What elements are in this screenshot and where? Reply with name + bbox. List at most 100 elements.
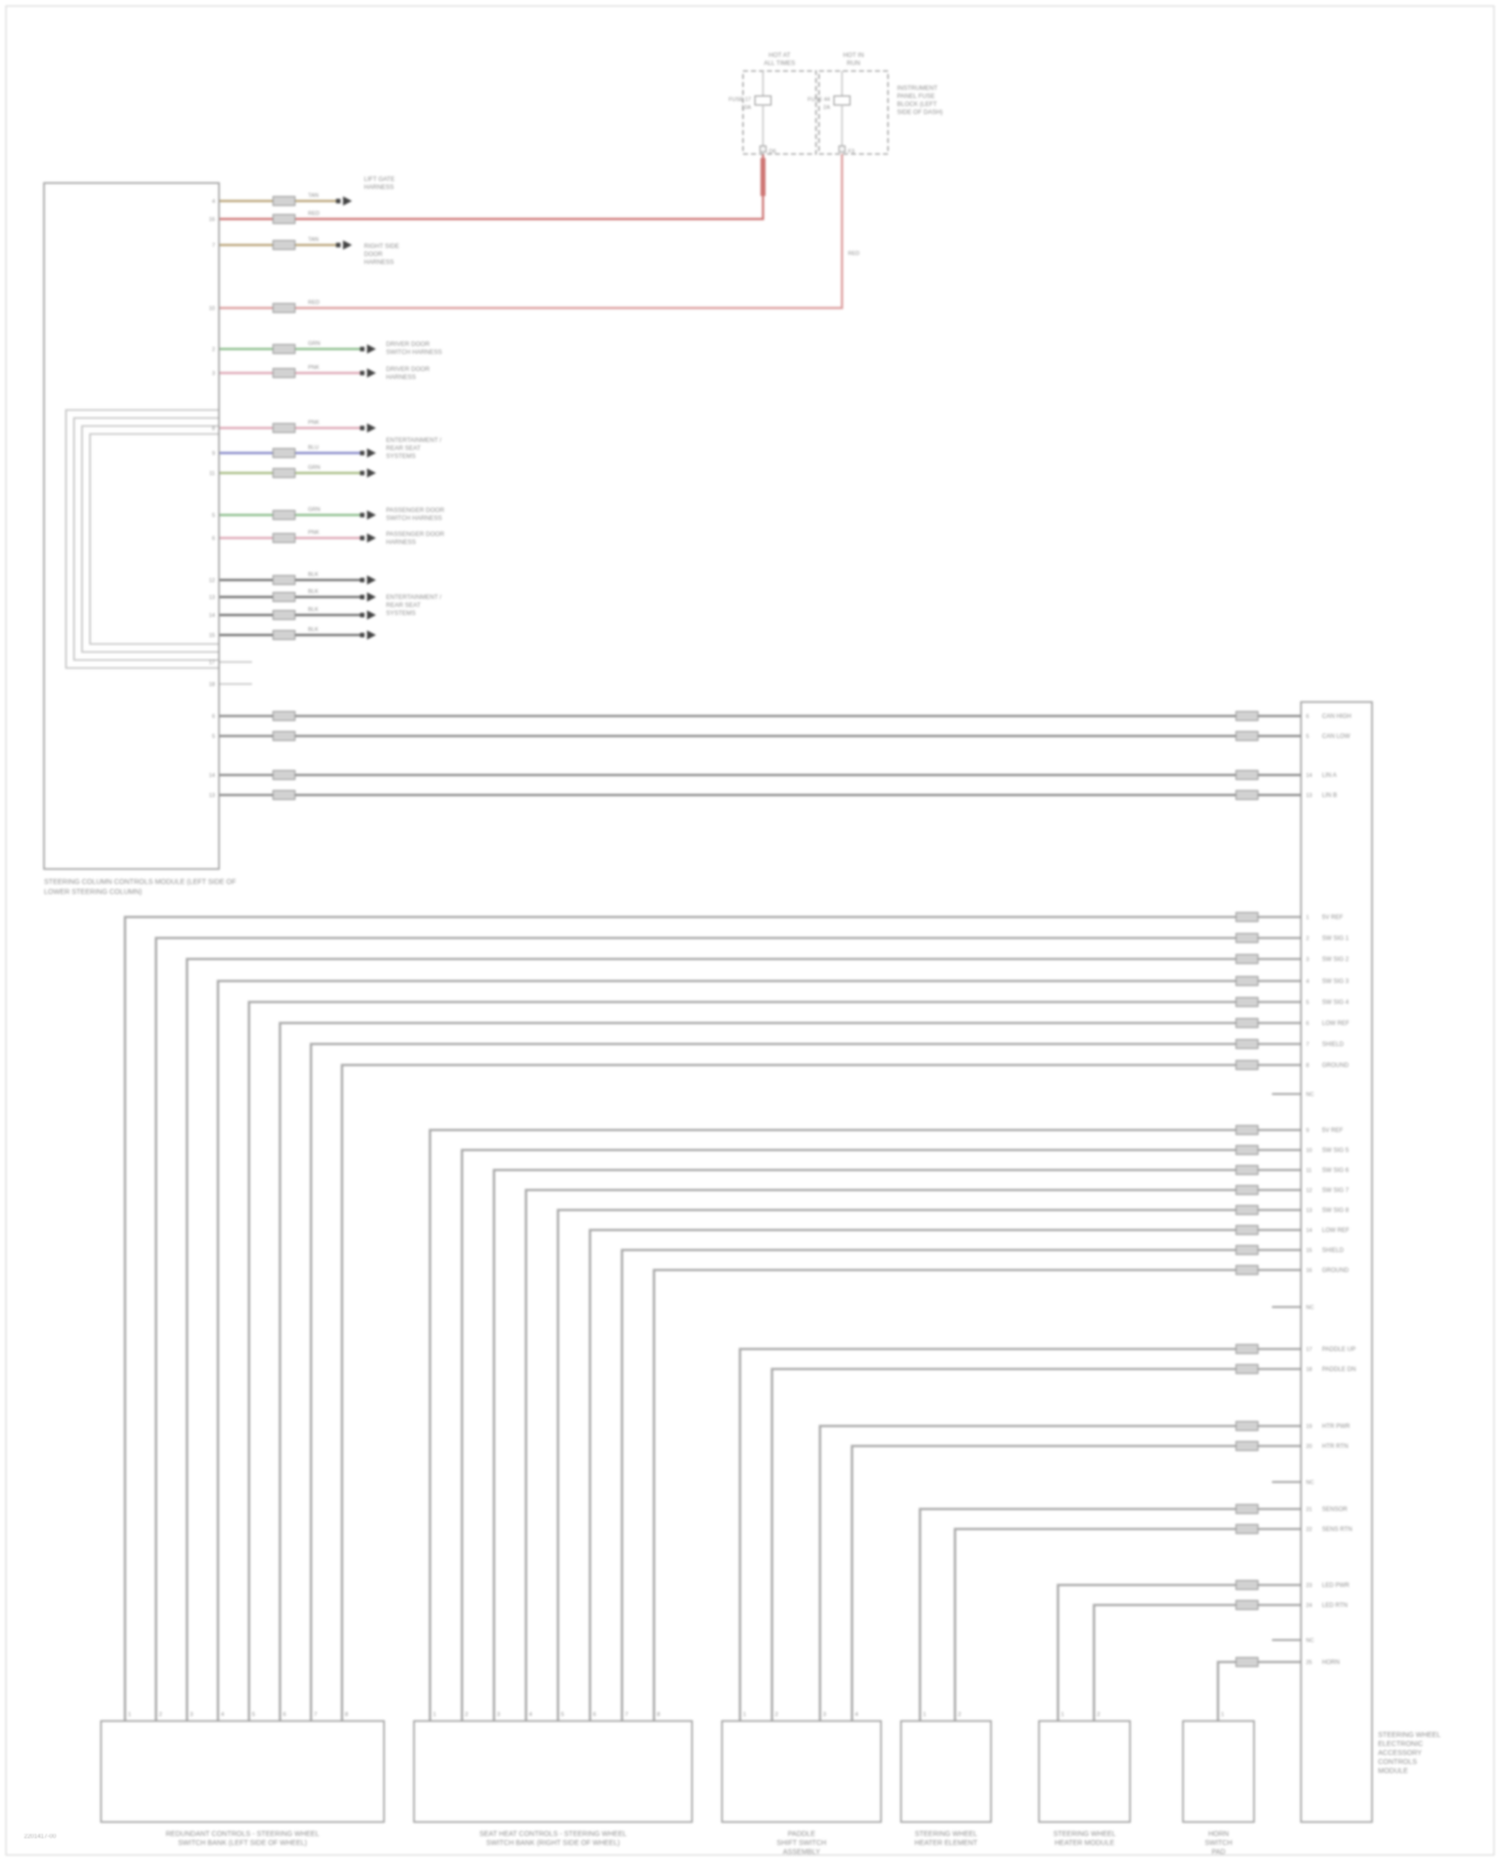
module-label: STEERING COLUMN CONTROLS MODULE (LEFT SI… bbox=[44, 879, 236, 886]
pin-label: 7 bbox=[625, 1712, 628, 1718]
harness-label: LIFT GATE bbox=[364, 176, 395, 183]
component-box bbox=[413, 1720, 693, 1823]
arrow-icon bbox=[367, 468, 376, 478]
signal-label: SW SIG 8 bbox=[1322, 1208, 1349, 1214]
shield-wire bbox=[65, 409, 219, 669]
inline-connector bbox=[272, 592, 296, 602]
pin-label: 18 bbox=[209, 682, 215, 688]
pin-square bbox=[759, 145, 767, 153]
pin-square bbox=[838, 145, 846, 153]
signal-label: LIN B bbox=[1322, 793, 1337, 799]
pin-label: 21 bbox=[1306, 1507, 1312, 1513]
inline-connector bbox=[1235, 1205, 1259, 1215]
pin-label: 7 bbox=[314, 1712, 317, 1718]
pin-label: 20 bbox=[1306, 1444, 1312, 1450]
wire-code: GRN bbox=[308, 507, 320, 513]
fuse-icon bbox=[833, 95, 851, 106]
harness-label: ENTERTAINMENT / bbox=[386, 437, 442, 444]
wire-code: RED bbox=[848, 251, 860, 257]
pin-label: 1 bbox=[923, 1712, 926, 1718]
pin-label: 2 bbox=[1097, 1712, 1100, 1718]
inline-connector bbox=[1235, 954, 1259, 964]
signal-wire bbox=[309, 1042, 1301, 1721]
harness-label: DOOR bbox=[364, 251, 383, 258]
pin-label: 3 bbox=[497, 1712, 500, 1718]
signal-label: LIN A bbox=[1322, 773, 1337, 779]
pin-label: 14 bbox=[1306, 773, 1312, 779]
signal-wire bbox=[428, 1128, 1301, 1721]
pin-label: 12 bbox=[209, 578, 215, 584]
signal-wire bbox=[818, 1424, 1301, 1721]
pin-label: 2 bbox=[775, 1712, 778, 1718]
pin-label: 6 bbox=[212, 536, 215, 542]
signal-label: GROUND bbox=[1322, 1268, 1349, 1274]
pin-label: 2 bbox=[212, 347, 215, 353]
wire-terminal bbox=[360, 370, 365, 376]
inline-connector bbox=[1235, 1421, 1259, 1431]
signal-label: CAN HIGH bbox=[1322, 714, 1351, 720]
inline-connector bbox=[1235, 1225, 1259, 1235]
fuse-label: FUSE 17 bbox=[729, 97, 751, 103]
signal-label: SW SIG 2 bbox=[1322, 957, 1349, 963]
signal-wire bbox=[738, 1347, 1301, 1721]
fuse-block-location-label: BLOCK (LEFT bbox=[897, 101, 937, 108]
harness-label: DRIVER DOOR bbox=[386, 341, 430, 348]
right-module-box bbox=[1300, 701, 1373, 1823]
wire-code: PNK bbox=[308, 365, 320, 371]
pin-label: 5 bbox=[1306, 734, 1309, 740]
harness-label: PASSENGER DOOR bbox=[386, 531, 445, 538]
harness-label: RIGHT SIDE bbox=[364, 243, 399, 250]
pin-label: 5 bbox=[212, 734, 215, 740]
harness-label: HARNESS bbox=[364, 184, 394, 191]
inline-connector bbox=[272, 533, 296, 543]
pin-label: 5 bbox=[212, 513, 215, 519]
inline-connector bbox=[1235, 1018, 1259, 1028]
module-label: MODULE bbox=[1378, 1768, 1408, 1775]
signal-wire bbox=[154, 936, 1301, 1721]
signal-label: CAN LOW bbox=[1322, 734, 1350, 740]
inline-connector bbox=[272, 575, 296, 585]
wire-terminal bbox=[360, 512, 365, 518]
inline-connector bbox=[272, 240, 296, 250]
pin-label: 3 bbox=[190, 1712, 193, 1718]
pin-label: 10 bbox=[209, 306, 215, 312]
inline-connector bbox=[1235, 1145, 1259, 1155]
wire-code: RED bbox=[308, 300, 320, 306]
wire-terminal bbox=[360, 425, 365, 431]
pin-label: 2 bbox=[159, 1712, 162, 1718]
inline-connector bbox=[1235, 1344, 1259, 1354]
arrow-icon bbox=[367, 510, 376, 520]
signal-label: LED PWR bbox=[1322, 1583, 1350, 1589]
pin-label: 13 bbox=[209, 793, 215, 799]
wire-terminal bbox=[360, 577, 365, 583]
component-box bbox=[721, 1720, 882, 1823]
pin-label: NC bbox=[1306, 1092, 1314, 1098]
pin-label: 2 bbox=[1306, 936, 1309, 942]
inline-connector bbox=[272, 196, 296, 206]
pin-label: 25 bbox=[1306, 1660, 1312, 1666]
wire-code: BLK bbox=[308, 572, 319, 578]
pin-label: 4 bbox=[221, 1712, 224, 1718]
watermark-text: 2201417-00 bbox=[24, 1834, 57, 1840]
shield-wire bbox=[81, 425, 219, 653]
signal-wire bbox=[185, 957, 1301, 1721]
pin-label: 13 bbox=[209, 595, 215, 601]
signal-label: 5V REF bbox=[1322, 915, 1343, 921]
signal-wire bbox=[556, 1208, 1301, 1721]
pin-label: 11 bbox=[1306, 1168, 1312, 1174]
pin-label: 14 bbox=[1306, 1228, 1312, 1234]
wire-terminal bbox=[336, 242, 341, 248]
arrow-icon bbox=[367, 423, 376, 433]
inline-connector bbox=[272, 303, 296, 313]
inline-connector bbox=[1235, 711, 1259, 721]
wire-terminal bbox=[360, 346, 365, 352]
wire-terminal bbox=[360, 594, 365, 600]
fuse-block-title: ALL TIMES bbox=[764, 60, 795, 67]
pin-label: 7 bbox=[212, 243, 215, 249]
signal-wire bbox=[588, 1228, 1301, 1721]
wire-code: BLU bbox=[308, 445, 319, 451]
fuse-label: 10A bbox=[741, 105, 751, 111]
shield-wire bbox=[73, 417, 219, 661]
